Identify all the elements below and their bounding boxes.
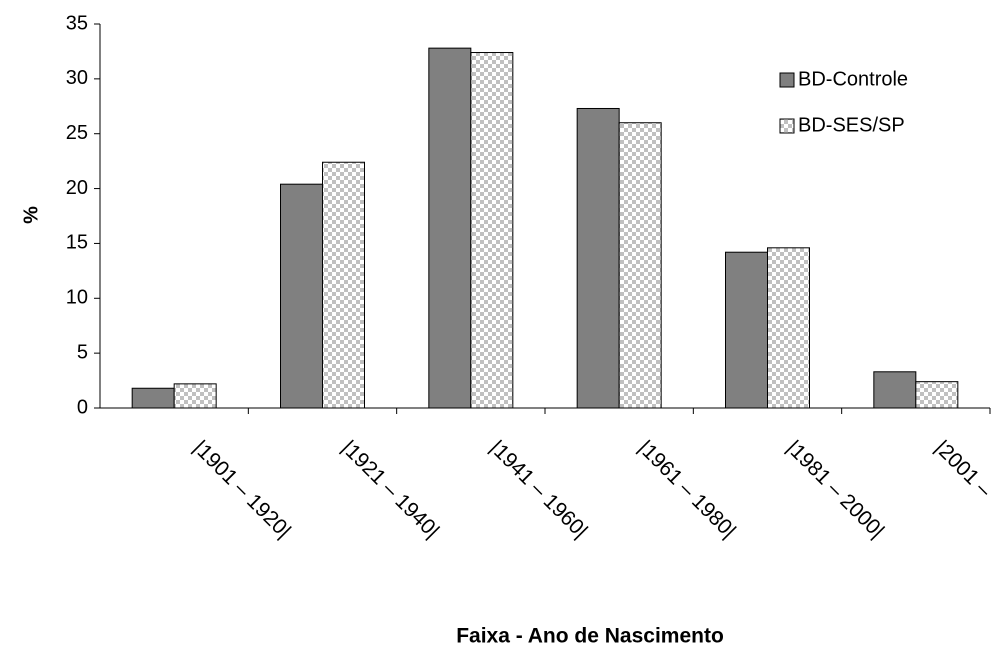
bar: [428, 47, 472, 409]
bar: [173, 383, 217, 409]
y-tick-label: 15: [66, 232, 88, 254]
y-tick-label: 20: [66, 177, 88, 199]
y-tick-label: 5: [77, 341, 88, 363]
bar: [915, 381, 959, 409]
legend-label: BD-Controle: [798, 68, 908, 90]
y-tick-label: 0: [77, 396, 88, 418]
y-axis-label: %: [20, 206, 42, 224]
bar: [725, 251, 768, 409]
bar: [767, 247, 810, 409]
legend-swatch: [779, 118, 795, 134]
x-tick-label: |1961 – 1980|: [634, 436, 741, 543]
y-tick-label: 35: [66, 12, 88, 34]
bar: [470, 52, 514, 409]
y-tick-label: 30: [66, 67, 88, 89]
y-tick-label: 25: [66, 122, 88, 144]
bar: [280, 183, 323, 409]
bar: [131, 387, 175, 409]
x-tick-label: |1901 – 1920|: [189, 436, 296, 543]
x-axis-label: Faixa - Ano de Nascimento: [456, 625, 724, 648]
x-tick-label: |1921 – 1940|: [337, 436, 444, 543]
bar: [576, 107, 620, 409]
x-tick-label: |2001 –: [930, 436, 996, 502]
x-tick-label: |1941 – 1960|: [485, 436, 592, 543]
x-tick-label: |1981 – 2000|: [782, 436, 889, 543]
legend-label: BD-SES/SP: [798, 114, 905, 136]
y-tick-label: 10: [66, 287, 88, 309]
bar: [873, 371, 917, 409]
bar: [618, 122, 662, 409]
legend-swatch: [779, 72, 795, 88]
bar: [322, 161, 365, 409]
